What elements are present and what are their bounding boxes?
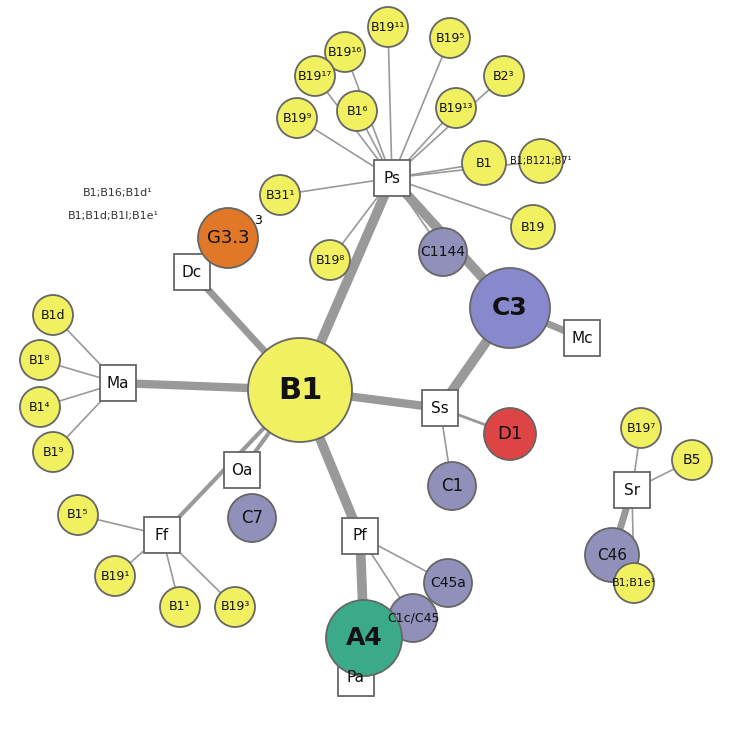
Text: Oa: Oa [232, 463, 253, 478]
Circle shape [614, 563, 654, 603]
Text: B1: B1 [278, 375, 322, 405]
FancyBboxPatch shape [564, 320, 600, 356]
Text: B19⁷: B19⁷ [626, 422, 656, 435]
Text: D1: D1 [497, 425, 522, 443]
Circle shape [470, 268, 550, 348]
Text: B19¹³: B19¹³ [439, 102, 473, 114]
FancyBboxPatch shape [174, 254, 210, 290]
Circle shape [419, 228, 467, 276]
FancyBboxPatch shape [342, 518, 378, 554]
Circle shape [20, 340, 60, 380]
Circle shape [33, 295, 73, 335]
Circle shape [215, 587, 255, 627]
Circle shape [436, 88, 476, 128]
Circle shape [484, 56, 524, 96]
Circle shape [325, 32, 365, 72]
Text: B19: B19 [521, 220, 545, 234]
Text: B2³: B2³ [493, 69, 515, 83]
FancyBboxPatch shape [100, 365, 136, 401]
Text: Ss: Ss [431, 400, 449, 416]
FancyBboxPatch shape [144, 517, 180, 553]
Text: B19⁸: B19⁸ [315, 254, 345, 267]
Text: B19⁹: B19⁹ [282, 111, 312, 125]
Circle shape [326, 600, 402, 676]
Circle shape [672, 440, 712, 480]
Circle shape [295, 56, 335, 96]
Text: B1⁹: B1⁹ [42, 445, 64, 458]
FancyBboxPatch shape [422, 390, 458, 426]
Text: Ps: Ps [384, 170, 401, 186]
Text: C45a: C45a [430, 576, 466, 590]
Text: C1144: C1144 [421, 245, 465, 259]
FancyBboxPatch shape [614, 472, 650, 508]
Circle shape [519, 139, 563, 183]
Circle shape [424, 559, 472, 607]
Text: Sr: Sr [624, 483, 640, 497]
Text: Pa: Pa [347, 671, 365, 685]
Circle shape [310, 240, 350, 280]
Text: B1⁵: B1⁵ [68, 509, 89, 522]
Text: B19¹⁷: B19¹⁷ [298, 69, 332, 83]
Text: B19⁵: B19⁵ [436, 32, 464, 44]
Text: B1;B121;B7¹: B1;B121;B7¹ [510, 156, 572, 166]
Text: Dc: Dc [182, 265, 202, 279]
Circle shape [337, 91, 377, 131]
Circle shape [228, 494, 276, 542]
Text: C7: C7 [241, 509, 263, 527]
Circle shape [260, 175, 300, 215]
Circle shape [198, 208, 258, 268]
Text: B1d: B1d [41, 309, 65, 321]
Circle shape [58, 495, 98, 535]
Circle shape [389, 594, 437, 642]
Circle shape [621, 408, 661, 448]
Circle shape [248, 338, 352, 442]
Text: 3: 3 [254, 214, 262, 226]
FancyBboxPatch shape [338, 660, 374, 696]
Text: B5: B5 [683, 453, 701, 467]
Text: B1⁶: B1⁶ [347, 105, 368, 117]
Circle shape [462, 141, 506, 185]
Circle shape [33, 432, 73, 472]
Circle shape [95, 556, 135, 596]
Text: B1: B1 [476, 156, 492, 170]
Text: B19³: B19³ [220, 601, 250, 613]
Text: C1: C1 [441, 477, 463, 495]
Circle shape [160, 587, 200, 627]
Circle shape [277, 98, 317, 138]
Text: B1⁴: B1⁴ [29, 400, 50, 413]
Text: G3.3: G3.3 [207, 229, 249, 247]
Circle shape [585, 528, 639, 582]
Text: B19¹⁶: B19¹⁶ [328, 46, 362, 58]
Text: A4: A4 [346, 626, 382, 650]
Text: B31¹: B31¹ [266, 189, 295, 201]
FancyBboxPatch shape [224, 452, 260, 488]
Text: B1;B1e¹: B1;B1e¹ [612, 578, 656, 588]
Text: Ff: Ff [155, 528, 169, 542]
Circle shape [430, 18, 470, 58]
Text: Pf: Pf [352, 528, 367, 543]
Text: Ma: Ma [107, 375, 129, 391]
Circle shape [20, 387, 60, 427]
Text: B19¹¹: B19¹¹ [371, 21, 405, 33]
Circle shape [511, 205, 555, 249]
Text: B19¹: B19¹ [100, 570, 130, 582]
Circle shape [428, 462, 476, 510]
Text: C1c/C45: C1c/C45 [387, 612, 439, 624]
Text: B1;B1d;B1l;B1e¹: B1;B1d;B1l;B1e¹ [68, 211, 159, 221]
FancyBboxPatch shape [374, 160, 410, 196]
Text: B1¹: B1¹ [169, 601, 191, 613]
Circle shape [368, 7, 408, 47]
Text: Mc: Mc [571, 330, 593, 346]
Text: C46: C46 [597, 548, 627, 562]
Text: B1⁸: B1⁸ [29, 354, 50, 366]
Text: B1;B16;B1d¹: B1;B16;B1d¹ [83, 188, 153, 198]
Text: C3: C3 [492, 296, 528, 320]
Circle shape [484, 408, 536, 460]
